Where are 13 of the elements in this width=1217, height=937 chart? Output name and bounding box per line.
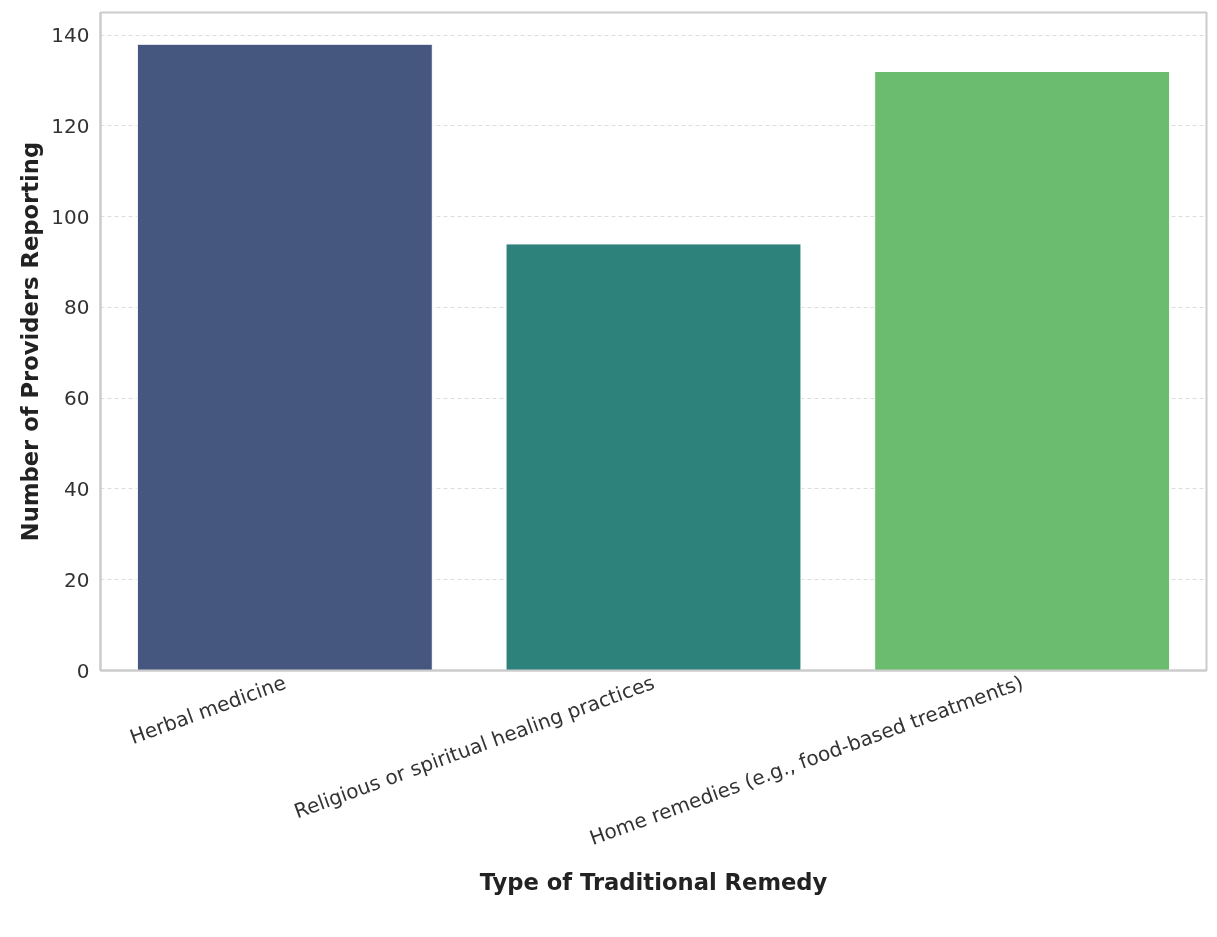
y-tick-label: 120: [51, 113, 90, 138]
y-tick-label: 80: [64, 295, 90, 320]
bar: [505, 243, 802, 671]
x-axis-title: Type of Traditional Remedy: [479, 869, 828, 896]
bar: [136, 43, 433, 671]
y-tick-label: 0: [76, 658, 90, 683]
y-tick-label: 140: [51, 23, 90, 48]
y-tick-label: 60: [64, 386, 90, 411]
y-tick-label: 40: [64, 476, 90, 501]
bar: [874, 70, 1171, 671]
y-tick-label: 20: [64, 567, 90, 592]
y-tick-label: 100: [51, 204, 90, 229]
y-axis-title: Number of Providers Reporting: [17, 141, 44, 542]
